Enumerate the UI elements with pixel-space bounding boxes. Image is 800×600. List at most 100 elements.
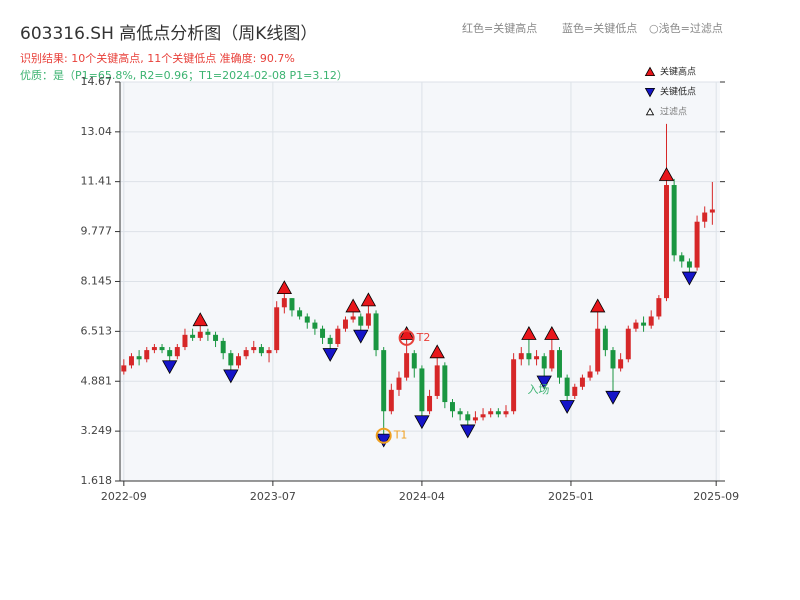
candle-body	[335, 328, 341, 344]
candle-body	[312, 322, 318, 329]
legend-marker	[645, 107, 655, 116]
candle-body	[220, 340, 226, 354]
y-tick-label: 14.67	[81, 75, 113, 88]
candle-body	[679, 255, 685, 262]
legend-marker	[644, 66, 656, 76]
candle-body	[579, 377, 585, 387]
header-label: 蓝色=关键低点	[562, 21, 637, 35]
legend-marker	[644, 88, 656, 98]
candle-body	[373, 313, 379, 351]
candle-body	[450, 402, 455, 412]
candle-body	[488, 411, 494, 415]
candle-body	[174, 347, 180, 357]
x-tick-label: 2025-09	[693, 490, 739, 503]
subtitle: 识别结果: 10个关键高点, 11个关键低点 准确度: 90.7%	[20, 51, 295, 65]
high-marker	[521, 326, 537, 340]
candle-body	[511, 359, 517, 412]
candle-body	[702, 212, 708, 222]
candle-body	[342, 319, 348, 329]
candle-body	[228, 353, 234, 366]
candle-body	[587, 371, 593, 378]
candle-body	[472, 417, 478, 421]
candle-body	[610, 350, 616, 369]
legend-label: 关键高点	[660, 66, 696, 78]
high-marker	[360, 292, 377, 307]
candle-body	[656, 298, 662, 317]
candle-body	[457, 411, 463, 415]
candle-body	[641, 322, 647, 326]
x-tick-label: 2025-01	[548, 490, 594, 503]
candle-body	[213, 334, 219, 341]
low-marker	[414, 415, 430, 430]
low-marker	[376, 433, 392, 448]
candle-body	[427, 395, 433, 412]
candle-body	[396, 377, 402, 390]
note: 优质：是（P1=65.8%, R2=0.96；T1=2024-02-08 P1=…	[20, 69, 348, 82]
candle-body	[434, 365, 440, 396]
candle-body	[197, 331, 203, 338]
candle-body	[557, 350, 562, 378]
candle-body	[235, 356, 241, 366]
high-marker	[276, 280, 293, 295]
high-marker	[658, 167, 675, 181]
low-marker	[162, 360, 178, 375]
candle-body	[694, 221, 700, 268]
annotation-label: 入场	[527, 382, 549, 396]
candle-body	[404, 353, 410, 378]
candle-body	[121, 365, 127, 372]
low-marker	[559, 400, 575, 414]
annotation-circle	[398, 329, 415, 346]
high-marker	[429, 344, 445, 359]
y-tick-label: 13.04	[81, 125, 113, 138]
candle-body	[549, 350, 555, 369]
low-marker	[536, 375, 552, 390]
candle-body	[320, 328, 326, 338]
low-marker	[681, 271, 698, 286]
candle-body	[365, 313, 371, 326]
candle-body	[159, 347, 165, 351]
high-marker	[590, 298, 606, 313]
high-marker	[345, 298, 361, 313]
candle-body	[686, 261, 692, 268]
candle-body	[572, 386, 578, 396]
y-tick-label: 3.249	[81, 424, 113, 437]
annotation-label: T1	[393, 429, 408, 442]
candle-body	[381, 350, 387, 412]
candle-body	[411, 353, 417, 369]
candle-body	[465, 414, 471, 421]
candle-body	[327, 337, 333, 344]
candle-body	[190, 334, 196, 338]
y-tick-label: 6.513	[81, 324, 113, 337]
y-tick-label: 9.777	[81, 225, 113, 238]
low-marker	[460, 424, 476, 439]
low-marker	[605, 390, 621, 405]
legend-label: 过滤点	[660, 106, 687, 118]
candle-body	[136, 356, 142, 360]
low-marker	[322, 348, 338, 362]
candle-body	[128, 356, 134, 366]
candle-body	[602, 328, 608, 351]
high-marker	[192, 312, 208, 327]
candle-body	[274, 307, 280, 351]
x-tick-label: 2023-07	[250, 490, 296, 503]
y-tick-label: 11.41	[81, 175, 113, 188]
candle-body	[709, 209, 715, 213]
header-label: 红色=关键高点	[462, 21, 537, 35]
chart-title: 603316.SH 高低点分析图（周K线图）	[20, 24, 317, 44]
candle-body	[144, 350, 150, 360]
candle-body	[442, 365, 448, 403]
candle-body	[243, 350, 249, 357]
candle-body	[151, 347, 157, 351]
candle-body	[495, 411, 501, 415]
high-marker	[398, 326, 415, 340]
y-tick-label: 4.881	[81, 374, 113, 387]
candle-body	[625, 328, 631, 360]
candle-body	[358, 316, 364, 326]
candle-body	[480, 414, 486, 418]
x-tick-label: 2024-04	[399, 490, 445, 503]
candle-body	[419, 368, 425, 412]
candle-body	[258, 347, 264, 354]
candle-body	[618, 359, 624, 369]
